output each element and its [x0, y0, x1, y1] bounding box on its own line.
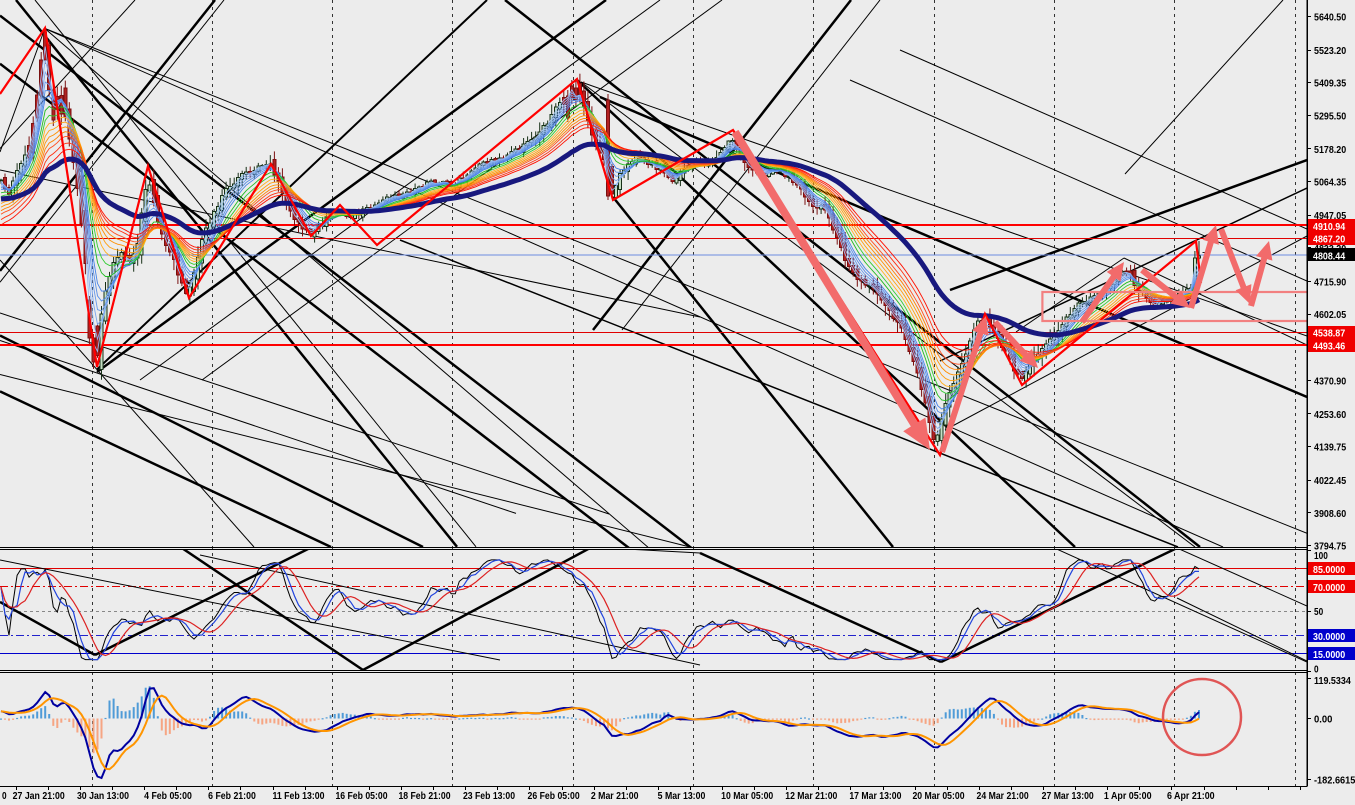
svg-text:0: 0 [1314, 664, 1319, 676]
svg-text:5409.35: 5409.35 [1314, 78, 1346, 90]
svg-text:5178.20: 5178.20 [1314, 144, 1346, 156]
svg-text:23 Feb 13:00: 23 Feb 13:00 [463, 790, 515, 802]
svg-text:24 Mar 21:00: 24 Mar 21:00 [977, 790, 1029, 802]
svg-text:20 Mar 05:00: 20 Mar 05:00 [912, 790, 964, 802]
svg-text:4867.20: 4867.20 [1313, 234, 1345, 246]
svg-text:10 Mar 05:00: 10 Mar 05:00 [721, 790, 773, 802]
svg-text:50: 50 [1314, 606, 1323, 618]
svg-text:18 Feb 21:00: 18 Feb 21:00 [398, 790, 450, 802]
svg-text:85.0000: 85.0000 [1313, 564, 1345, 576]
svg-text:100: 100 [1314, 550, 1328, 562]
svg-text:5295.50: 5295.50 [1314, 110, 1346, 122]
svg-text:11 Feb 13:00: 11 Feb 13:00 [272, 790, 324, 802]
svg-text:4602.05: 4602.05 [1314, 309, 1346, 321]
svg-text:12 Mar 21:00: 12 Mar 21:00 [785, 790, 837, 802]
svg-text:-182.6615: -182.6615 [1314, 774, 1355, 786]
svg-text:15.0000: 15.0000 [1313, 649, 1345, 661]
svg-text:5 Mar 13:00: 5 Mar 13:00 [658, 790, 706, 802]
svg-text:4370.90: 4370.90 [1314, 375, 1346, 387]
svg-text:1 Apr 05:00: 1 Apr 05:00 [1104, 790, 1152, 802]
svg-text:119.5334: 119.5334 [1314, 675, 1351, 687]
svg-text:27 Jan 21:00: 27 Jan 21:00 [13, 790, 65, 802]
svg-text:4493.46: 4493.46 [1313, 341, 1345, 353]
svg-text:3794.75: 3794.75 [1314, 540, 1346, 552]
svg-text:4022.45: 4022.45 [1314, 475, 1346, 487]
svg-text:3908.60: 3908.60 [1314, 508, 1346, 520]
svg-text:5640.50: 5640.50 [1314, 11, 1346, 23]
svg-text:4253.60: 4253.60 [1314, 409, 1346, 421]
svg-text:0.00: 0.00 [1314, 714, 1333, 726]
svg-text:26 Feb 05:00: 26 Feb 05:00 [528, 790, 580, 802]
svg-text:4538.87: 4538.87 [1313, 328, 1345, 340]
svg-text:6 Feb 21:00: 6 Feb 21:00 [208, 790, 256, 802]
svg-text:30.0000: 30.0000 [1313, 631, 1345, 643]
svg-text:16 Feb 05:00: 16 Feb 05:00 [335, 790, 387, 802]
svg-text:4139.75: 4139.75 [1314, 442, 1346, 454]
svg-text:4910.94: 4910.94 [1313, 221, 1345, 233]
svg-text:5523.20: 5523.20 [1314, 45, 1346, 57]
svg-text:4 Feb 05:00: 4 Feb 05:00 [144, 790, 192, 802]
svg-text:0: 0 [2, 790, 7, 802]
svg-text:4808.44: 4808.44 [1313, 250, 1345, 262]
svg-text:27 Mar 13:00: 27 Mar 13:00 [1042, 790, 1094, 802]
svg-text:30 Jan 13:00: 30 Jan 13:00 [77, 790, 129, 802]
svg-text:5064.35: 5064.35 [1314, 177, 1346, 189]
svg-text:17 Mar 13:00: 17 Mar 13:00 [849, 790, 901, 802]
svg-text:2 Mar 21:00: 2 Mar 21:00 [591, 790, 639, 802]
svg-text:6 Apr 21:00: 6 Apr 21:00 [1167, 790, 1215, 802]
svg-text:4715.90: 4715.90 [1314, 276, 1346, 288]
svg-text:70.0000: 70.0000 [1313, 582, 1345, 594]
